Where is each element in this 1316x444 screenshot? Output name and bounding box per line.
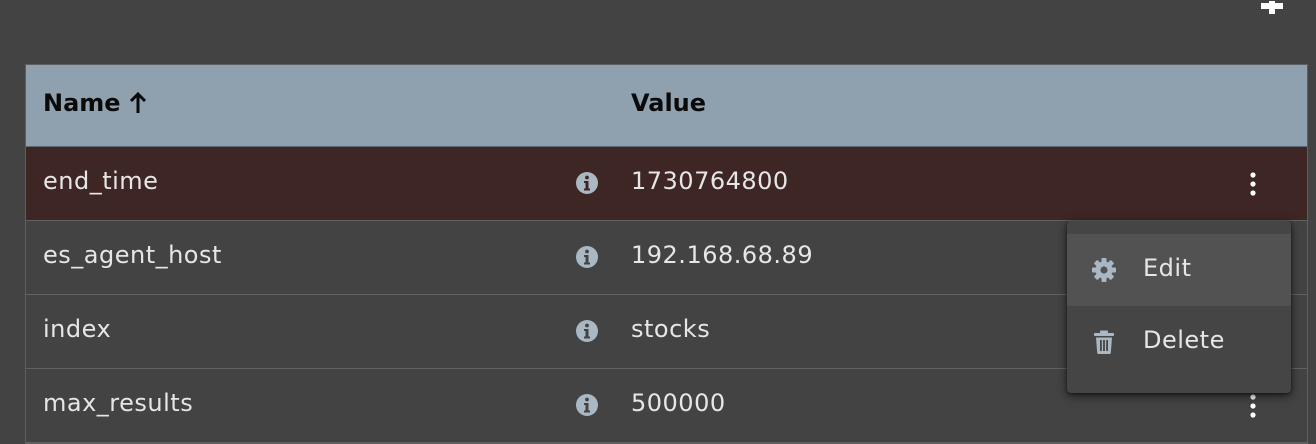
info-icon[interactable]	[575, 393, 599, 417]
variable-value: 192.168.68.89	[631, 241, 814, 269]
variable-value: 1730764800	[631, 167, 789, 195]
info-icon[interactable]	[575, 171, 599, 195]
sort-ascending-icon	[129, 92, 146, 113]
menu-item-label: Edit	[1143, 254, 1192, 282]
info-icon[interactable]	[575, 245, 599, 269]
gear-icon	[1092, 258, 1116, 282]
column-header-value[interactable]: Value	[631, 89, 707, 117]
variable-name: es_agent_host	[43, 241, 222, 269]
table-header: Name Value	[26, 65, 1307, 147]
menu-item-delete[interactable]: Delete	[1067, 306, 1291, 378]
menu-item-label: Delete	[1143, 326, 1225, 354]
trash-icon	[1094, 330, 1114, 354]
row-actions-icon[interactable]	[1248, 393, 1258, 419]
menu-item-edit[interactable]: Edit	[1067, 234, 1291, 306]
row-actions-icon[interactable]	[1248, 171, 1258, 197]
table-row[interactable]: end_time 1730764800	[26, 147, 1307, 221]
variable-value: 500000	[631, 389, 726, 417]
variable-value: stocks	[631, 315, 711, 343]
plus-icon	[1261, 1, 1283, 14]
variable-name: end_time	[43, 167, 159, 195]
variable-name: max_results	[43, 389, 194, 417]
add-button[interactable]	[1258, 0, 1286, 14]
variable-name: index	[43, 315, 112, 343]
info-icon[interactable]	[575, 319, 599, 343]
column-header-name[interactable]: Name	[43, 89, 147, 117]
row-context-menu: Edit Delete	[1067, 221, 1291, 393]
